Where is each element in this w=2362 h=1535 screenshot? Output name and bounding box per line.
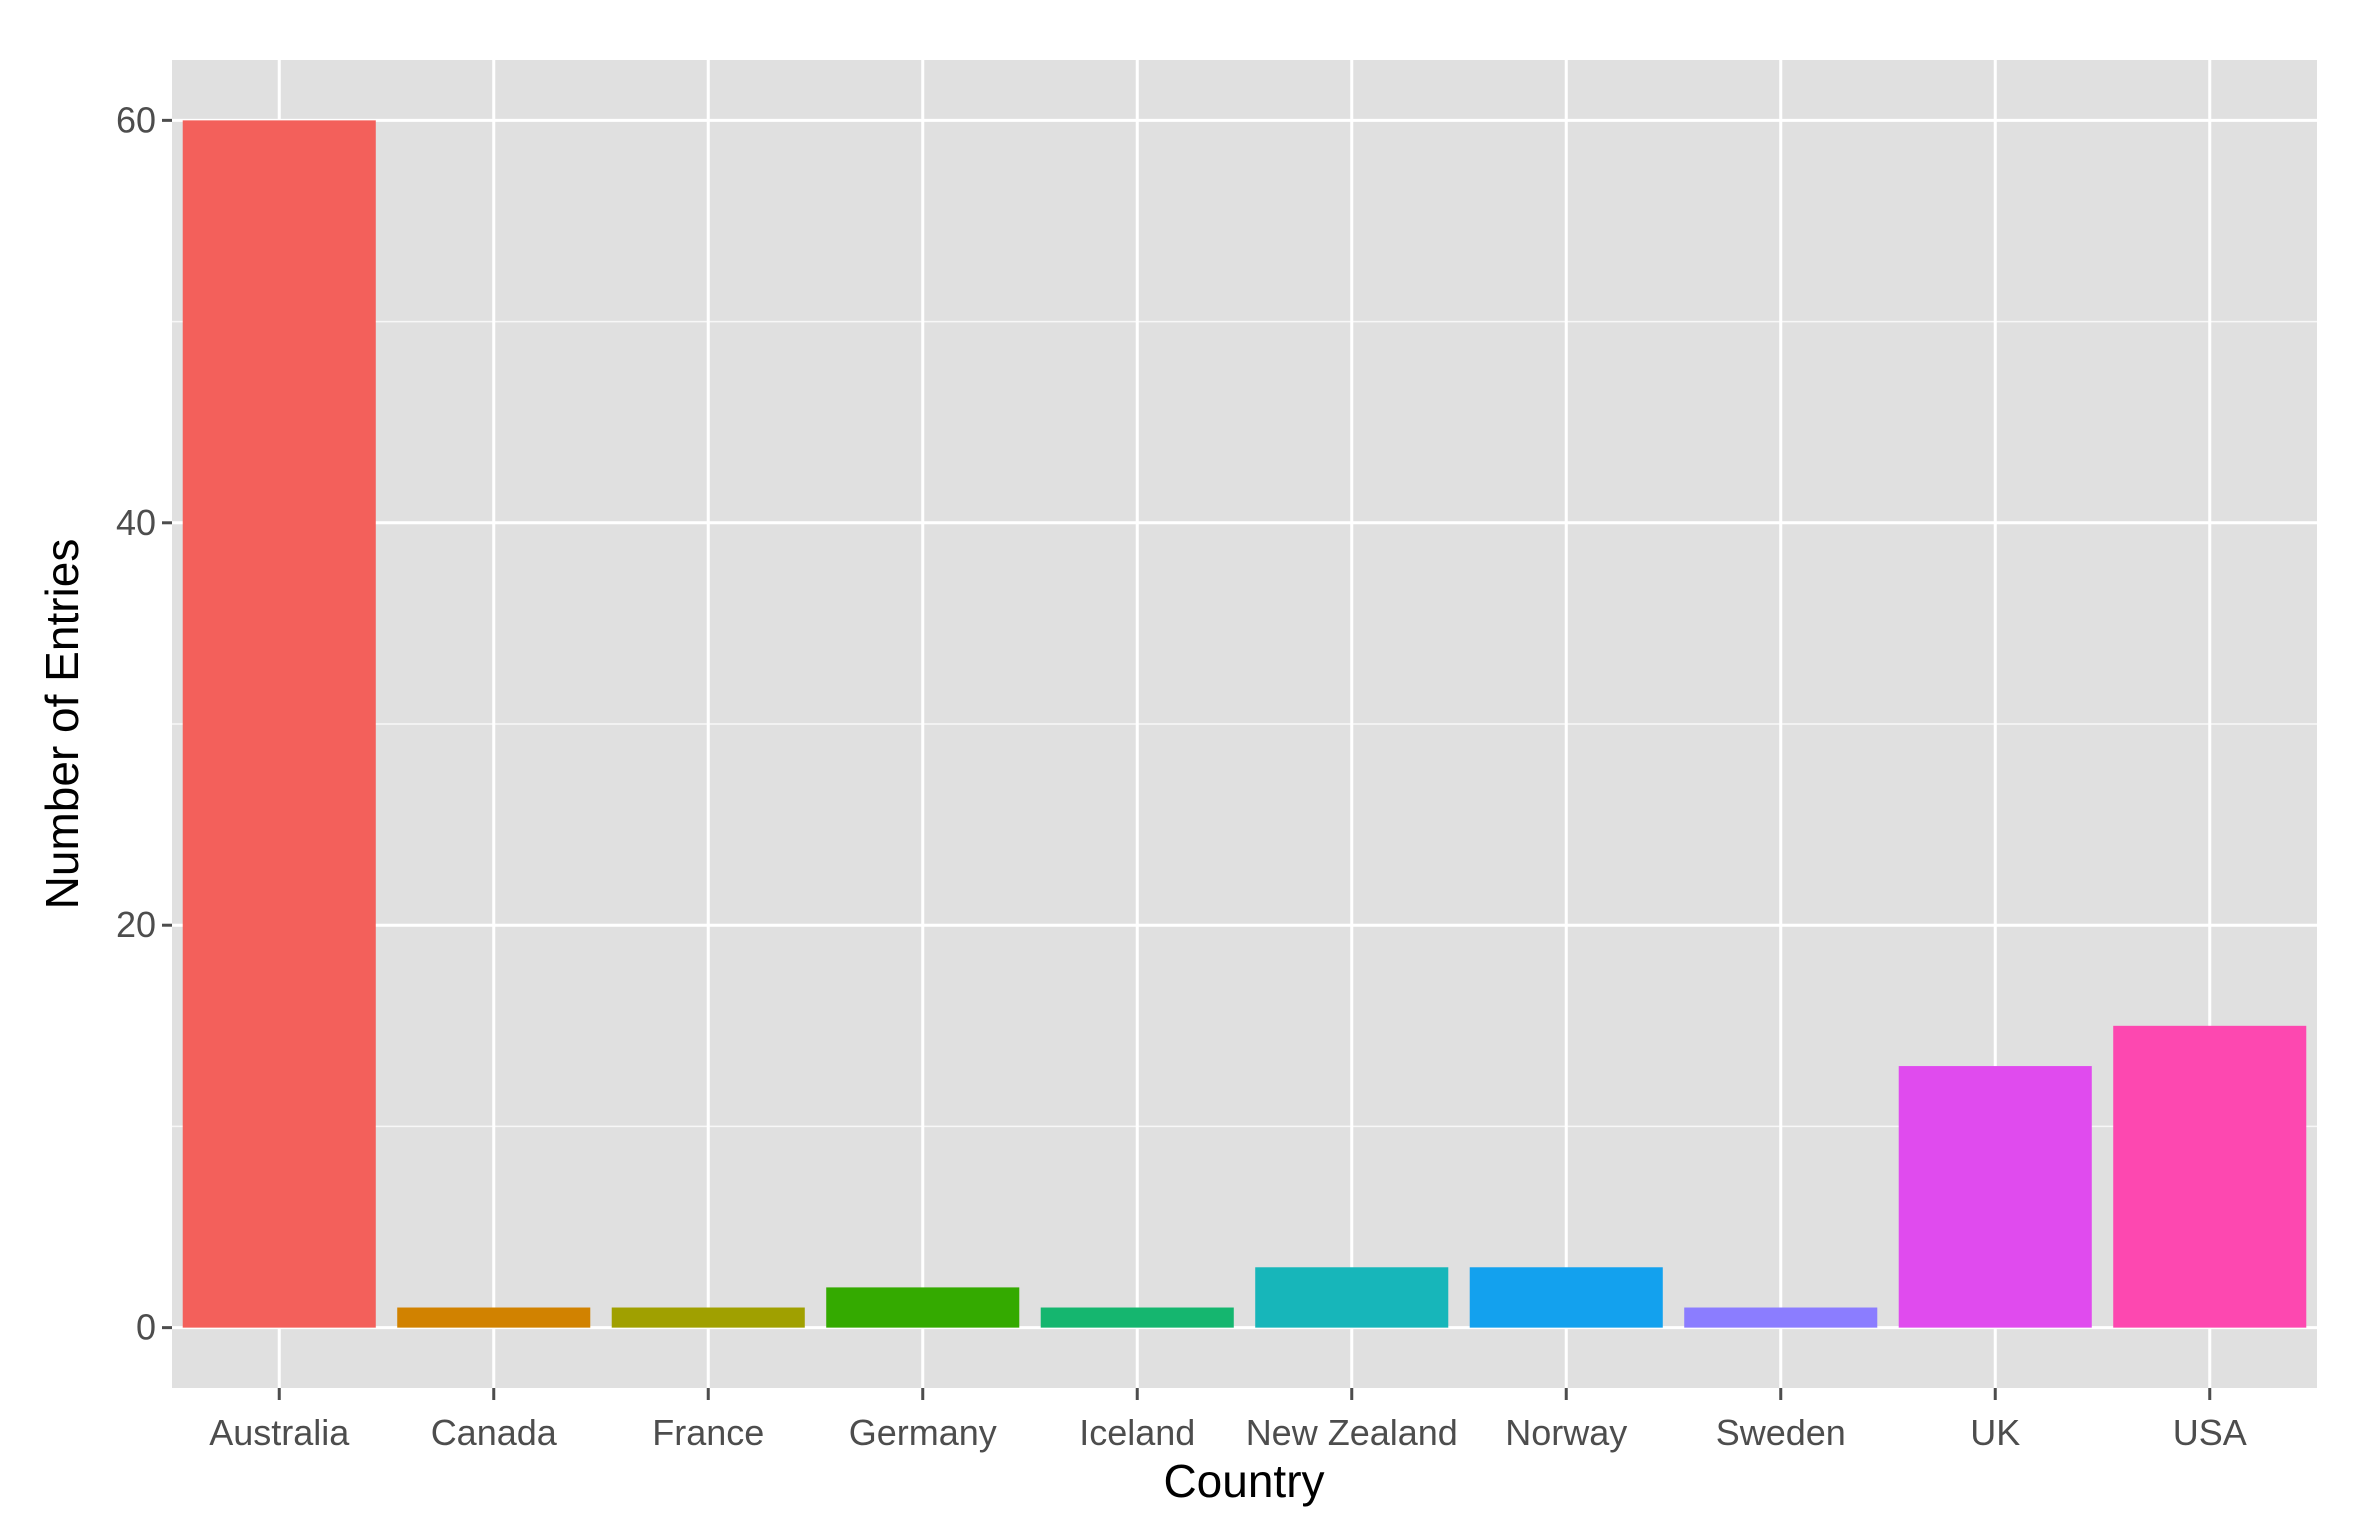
bar-iceland: [1040, 1307, 1234, 1328]
x-tick-label: Sweden: [1716, 1412, 1846, 1453]
y-tick-label: 60: [116, 99, 156, 140]
bar-sweden: [1684, 1307, 1878, 1328]
y-axis-title: Number of Entries: [36, 539, 88, 910]
bar-usa: [2113, 1025, 2307, 1328]
y-tick-label: 0: [136, 1307, 156, 1348]
x-tick-label: USA: [2173, 1412, 2247, 1453]
x-tick-label: UK: [1970, 1412, 2020, 1453]
bar-norway: [1469, 1267, 1663, 1328]
x-tick-label: New Zealand: [1246, 1412, 1458, 1453]
x-axis: Australia Canada France Germany Iceland New Z…: [209, 1388, 2247, 1453]
bar-australia: [182, 120, 376, 1328]
bars: [182, 120, 2307, 1328]
y-tick-label: 20: [116, 904, 156, 945]
bar-france: [611, 1307, 805, 1328]
x-tick-label: France: [652, 1412, 764, 1453]
x-axis-title: Country: [1163, 1455, 1324, 1507]
bar-canada: [397, 1307, 591, 1328]
x-tick-label: Australia: [209, 1412, 350, 1453]
y-axis: 0 20 40 60: [116, 99, 172, 1348]
bar-germany: [826, 1287, 1020, 1328]
x-tick-label: Germany: [849, 1412, 997, 1453]
x-tick-label: Iceland: [1079, 1412, 1195, 1453]
bar-uk: [1898, 1066, 2092, 1328]
x-tick-label: Norway: [1505, 1412, 1627, 1453]
y-tick-label: 40: [116, 502, 156, 543]
x-tick-label: Canada: [431, 1412, 558, 1453]
bar-new-zealand: [1255, 1267, 1449, 1328]
